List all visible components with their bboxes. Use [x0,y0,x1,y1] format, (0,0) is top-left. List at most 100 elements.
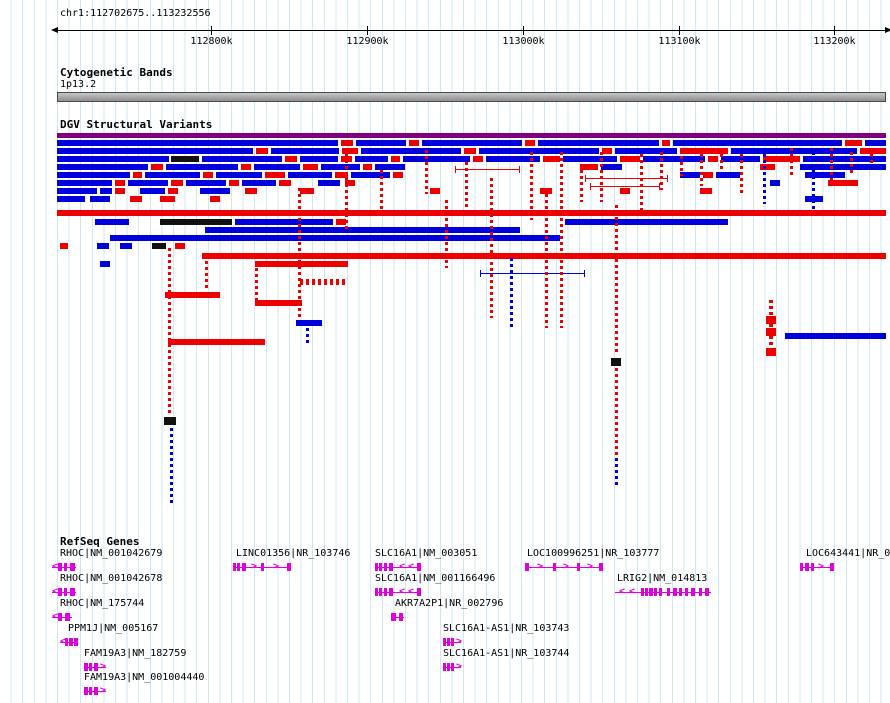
gene-label[interactable]: FAM19A3|NM_001004440 [84,672,205,683]
variant-bar[interactable] [860,148,886,154]
variant-bar[interactable] [585,175,668,182]
gene-glyph[interactable]: > [84,685,106,696]
variant-bar[interactable] [480,270,585,277]
variant-bar[interactable] [760,164,775,170]
variant-bar[interactable] [288,172,332,178]
variant-bar[interactable] [393,172,403,178]
variant-bar[interactable] [785,333,886,339]
gene-label[interactable]: FAM19A3|NM_182759 [84,648,187,659]
variant-bar[interactable] [465,162,468,210]
gene-label[interactable]: SLC16A1|NM_001166496 [375,573,496,584]
variant-bar[interactable] [130,196,142,202]
variant-bar[interactable] [611,358,621,366]
cytoband-bar[interactable] [57,92,886,102]
variant-bar[interactable] [100,261,110,267]
variant-bar[interactable] [870,148,873,166]
variant-bar[interactable] [170,428,173,504]
variant-bar[interactable] [279,180,291,186]
gene-glyph[interactable]: < [52,561,76,572]
variant-bar[interactable] [464,148,476,154]
gene-glyph[interactable]: > > > [525,561,603,572]
variant-bar[interactable] [700,188,712,194]
variant-bar[interactable] [255,268,258,302]
variant-bar[interactable] [673,140,842,146]
variant-bar[interactable] [680,172,700,178]
variant-bar[interactable] [235,219,333,225]
variant-bar[interactable] [615,148,677,154]
variant-bar[interactable] [391,156,400,162]
variant-bar[interactable] [160,219,232,225]
variant-bar[interactable] [271,148,339,154]
variant-bar[interactable] [202,156,282,162]
variant-bar[interactable] [580,164,583,202]
variant-bar[interactable] [479,148,599,154]
variant-bar[interactable] [662,140,670,146]
gene-label[interactable]: LOC100996251|NR_103777 [527,548,660,559]
variant-bar[interactable] [425,150,428,194]
variant-bar[interactable] [115,188,125,194]
variant-bar[interactable] [110,235,560,241]
variant-bar[interactable] [486,156,540,162]
variant-bar[interactable] [830,148,833,186]
variant-bar[interactable] [640,154,643,210]
variant-bar[interactable] [303,164,318,170]
variant-bar[interactable] [128,180,168,186]
variant-bar[interactable] [285,156,297,162]
variant-bar[interactable] [790,148,793,176]
variant-bar[interactable] [473,156,483,162]
variant-bar[interactable] [151,164,163,170]
variant-bar[interactable] [210,196,220,202]
gene-glyph[interactable]: < < [375,561,421,572]
variant-bar[interactable] [342,148,358,154]
variant-bar[interactable] [375,164,405,170]
variant-bar[interactable] [57,140,338,146]
variant-bar[interactable] [803,156,886,162]
variant-bar[interactable] [590,183,660,190]
variant-bar[interactable] [57,210,886,216]
gene-glyph[interactable]: > [443,636,462,647]
variant-bar[interactable] [615,205,618,355]
variant-bar[interactable] [720,148,723,172]
variant-bar[interactable] [318,180,340,186]
variant-bar[interactable] [805,172,845,178]
variant-bar[interactable] [145,172,200,178]
variant-bar[interactable] [165,292,220,298]
variant-bar[interactable] [356,140,406,146]
variant-bar[interactable] [57,148,253,154]
variant-bar[interactable] [254,164,300,170]
variant-bar[interactable] [543,156,560,162]
variant-bar[interactable] [321,164,360,170]
variant-bar[interactable] [560,152,563,328]
variant-bar[interactable] [563,156,617,162]
variant-bar[interactable] [601,164,622,170]
gene-label[interactable]: SLC16A1-AS1|NR_103744 [443,648,570,659]
variant-bar[interactable] [716,172,740,178]
variant-bar[interactable] [90,196,110,202]
variant-bar[interactable] [200,188,230,194]
variant-bar[interactable] [731,148,857,154]
variant-bar[interactable] [120,243,132,249]
variant-bar[interactable] [530,152,533,220]
variant-bar[interactable] [164,417,176,425]
variant-bar[interactable] [168,248,171,413]
variant-bar[interactable] [763,156,800,162]
gene-glyph[interactable]: < < [615,586,711,597]
variant-bar[interactable] [256,148,268,154]
variant-bar[interactable] [510,258,513,330]
variant-bar[interactable] [422,140,522,146]
variant-bar[interactable] [355,156,388,162]
variant-bar[interactable] [763,142,766,204]
variant-bar[interactable] [615,458,618,486]
variant-bar[interactable] [57,180,112,186]
variant-bar[interactable] [241,164,251,170]
variant-bar[interactable] [602,148,612,154]
variant-bar[interactable] [168,339,265,345]
variant-bar[interactable] [95,219,129,225]
variant-bar[interactable] [615,368,618,456]
variant-bar[interactable] [152,243,166,249]
variant-bar[interactable] [812,152,815,212]
variant-bar[interactable] [740,154,743,194]
variant-bar[interactable] [336,219,346,225]
gene-label[interactable]: RHOC|NM_001042679 [60,548,163,559]
variant-bar[interactable] [245,188,257,194]
